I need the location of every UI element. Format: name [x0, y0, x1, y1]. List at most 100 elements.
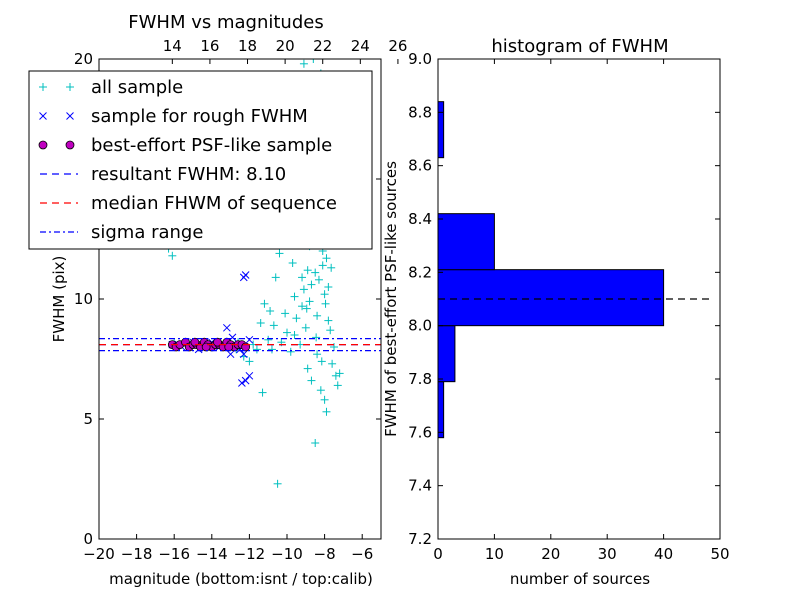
- data-point: [309, 59, 318, 63]
- histogram-bar: [437, 213, 495, 271]
- legend-entry: all sample: [39, 77, 183, 98]
- top-tick-label: 26: [388, 37, 407, 55]
- legend-entry: best-effort PSF-like sample: [38, 135, 332, 156]
- top-tick-label: 24: [351, 37, 370, 55]
- top-tick-label: 14: [163, 37, 182, 55]
- legend-marker-d2: [66, 112, 74, 120]
- left-x-axis-label: magnitude (bottom:isnt / top:calib): [109, 570, 373, 588]
- legend-entry: sigma range: [40, 222, 203, 243]
- data-point: [326, 326, 335, 335]
- data-point-d2: [245, 335, 254, 344]
- data-point: [335, 369, 344, 378]
- legend-entry: resultant FWHM: 8.10: [40, 164, 286, 185]
- data-point: [281, 309, 290, 318]
- right-plot-frame: [437, 58, 721, 540]
- legend-label: best-effort PSF-like sample: [91, 135, 332, 156]
- x-tick-label: −10: [271, 545, 303, 563]
- data-point: [266, 307, 275, 315]
- data-point: [333, 381, 342, 390]
- data-point: [222, 323, 231, 332]
- legend-marker-dot: [65, 140, 75, 150]
- histogram-bar: [437, 269, 665, 327]
- x-tick-label: 0: [433, 545, 443, 563]
- right-y-axis-label: FWHM of best-effort PSF-like sources: [382, 161, 400, 437]
- y-tick-label: 8.0: [408, 317, 432, 335]
- data-point: [302, 304, 311, 313]
- data-point-d2: [239, 350, 248, 359]
- y-tick-label: 8.6: [408, 157, 432, 175]
- y-tick-label: 7.2: [408, 530, 432, 548]
- legend-entry: median FHWM of sequence: [40, 193, 337, 214]
- data-point: [307, 280, 316, 289]
- data-point: [305, 297, 314, 306]
- legend-marker: [65, 140, 75, 150]
- data-point: [299, 59, 308, 68]
- legend-entry: sample for rough FWHM: [39, 106, 308, 127]
- y-tick-label: 10: [74, 290, 93, 308]
- data-point: [292, 314, 301, 323]
- y-tick-label: 8.8: [408, 103, 432, 121]
- right-chart: 0 10 20 30 40 50 7.2 7.4 7.6 7.8 8.0 8.2 8.4 8.6 8.8 9.…: [382, 36, 730, 588]
- data-point: [273, 479, 282, 488]
- legend-marker: [39, 83, 47, 91]
- data-point: [328, 359, 337, 368]
- data-point: [324, 316, 333, 325]
- data-point: [307, 376, 316, 385]
- y-tick-label: 9.0: [408, 50, 432, 68]
- data-point: [258, 388, 267, 397]
- top-tick-label: 18: [238, 37, 257, 55]
- data-point-d2: [222, 323, 231, 332]
- legend-marker: [38, 140, 48, 150]
- data-point: [327, 263, 336, 272]
- data-point-d2: [245, 371, 254, 380]
- legend-box: [28, 70, 373, 250]
- x-tick-label: −20: [83, 545, 115, 563]
- data-point: [311, 439, 320, 447]
- y-tick-label: 0: [83, 530, 93, 548]
- data-point: [320, 395, 329, 404]
- data-point-d2: [241, 376, 250, 385]
- data-point: [321, 299, 330, 308]
- data-point: [303, 266, 312, 275]
- data-point: [303, 364, 312, 373]
- x-tick-label: −14: [196, 545, 228, 563]
- legend-label: median FHWM of sequence: [91, 193, 337, 214]
- data-point: [269, 321, 278, 330]
- data-point: [298, 302, 307, 311]
- data-point: [238, 379, 246, 387]
- data-point: [290, 331, 299, 339]
- data-point: [313, 311, 322, 320]
- data-point: [256, 319, 265, 327]
- data-point: [317, 357, 326, 366]
- x-tick-label: −12: [234, 545, 266, 563]
- legend: all sample sample for rough FWHM best-effo…: [28, 70, 373, 250]
- data-point: [239, 350, 248, 359]
- histogram-bar: [437, 101, 445, 159]
- legend-marker: [66, 83, 74, 91]
- legend-marker-dot: [38, 140, 48, 150]
- legend-marker: [66, 112, 74, 120]
- data-point: [320, 290, 329, 299]
- data-point: [324, 283, 333, 291]
- legend-label: resultant FWHM: 8.10: [91, 164, 286, 185]
- data-point: [313, 350, 322, 359]
- data-point-d2: [238, 379, 246, 387]
- y-tick-label: 7.4: [408, 477, 432, 495]
- data-point: [267, 345, 276, 354]
- data-point: [322, 407, 331, 416]
- top-tick-label: 16: [200, 37, 219, 55]
- data-point: [275, 249, 284, 258]
- data-point: [264, 335, 273, 344]
- x-tick-label: 30: [598, 545, 617, 563]
- data-point-d2: [226, 350, 235, 359]
- x-tick-label: −8: [314, 545, 336, 563]
- right-chart-title: histogram of FWHM: [491, 36, 668, 57]
- data-point: [312, 333, 321, 342]
- histogram-bar: [437, 325, 456, 383]
- y-tick-label: 7.8: [408, 370, 432, 388]
- data-point: [283, 328, 291, 337]
- x-tick-label: −18: [121, 545, 153, 563]
- left-y-axis-label: FWHM (pix): [50, 256, 68, 343]
- legend-marker-d2: [39, 112, 47, 120]
